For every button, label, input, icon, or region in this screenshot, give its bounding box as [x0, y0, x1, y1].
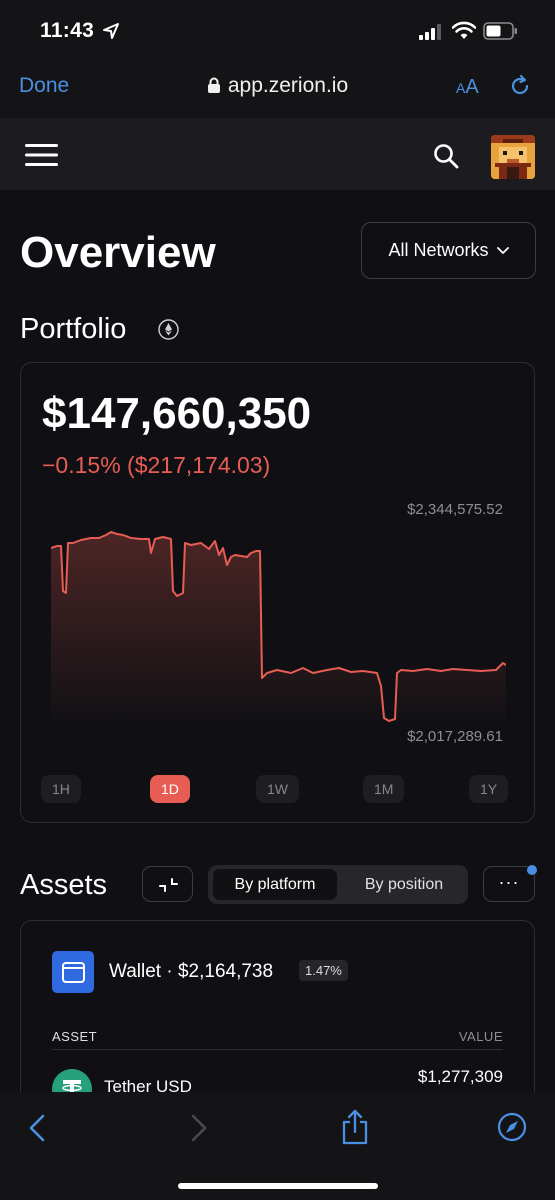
url-text: app.zerion.io [227, 74, 349, 97]
lock-icon [207, 77, 220, 93]
range-1h[interactable]: 1H [41, 775, 81, 803]
assets-heading: Assets [20, 869, 108, 901]
view-toggle: By platform By position [208, 865, 468, 904]
wifi-icon [452, 21, 476, 39]
chart-line [51, 531, 506, 722]
browser-address-bar: Done app.zerion.io AA [0, 58, 555, 118]
cellular-signal-icon [419, 24, 441, 40]
portfolio-card: $147,660,350 −0.15% ($217,174.03) $2,344… [20, 362, 535, 823]
range-1w[interactable]: 1W [256, 775, 299, 803]
divider [52, 1049, 503, 1050]
portfolio-heading: Portfolio [20, 313, 127, 345]
main-content: Overview All Networks Portfolio $147,660… [0, 190, 555, 1140]
share-icon[interactable] [340, 1109, 370, 1145]
toggle-by-platform[interactable]: By platform [213, 869, 337, 900]
notification-dot [527, 865, 537, 875]
back-icon[interactable] [26, 1113, 50, 1143]
reload-icon[interactable] [508, 74, 532, 98]
url-field[interactable]: app.zerion.io [0, 74, 555, 98]
chart-area [51, 532, 506, 728]
portfolio-change: −0.15% ($217,174.03) [42, 452, 271, 478]
battery-icon [483, 22, 517, 40]
page-title: Overview [20, 228, 216, 277]
wallet-icon [52, 951, 94, 993]
ethereum-icon[interactable] [158, 319, 179, 340]
hamburger-menu-icon[interactable] [25, 144, 58, 166]
range-1m[interactable]: 1M [363, 775, 405, 803]
collapse-icon [159, 878, 178, 892]
home-indicator [178, 1183, 378, 1189]
portfolio-value: $147,660,350 [42, 389, 312, 438]
more-options-button[interactable]: ··· [483, 866, 535, 902]
range-1d[interactable]: 1D [150, 775, 190, 803]
avatar[interactable] [491, 135, 535, 179]
chart-min-label: $2,017,289.61 [407, 728, 503, 745]
asset-value: $1,277,309 [417, 1067, 503, 1086]
forward-icon[interactable] [186, 1113, 210, 1143]
chevron-down-icon [496, 246, 509, 254]
portfolio-chart [51, 531, 506, 728]
wallet-label[interactable]: Wallet · $2,164,738 [109, 961, 274, 982]
search-icon[interactable] [433, 143, 459, 169]
location-arrow-icon [103, 23, 119, 39]
status-time: 11:43 [40, 19, 95, 42]
compass-icon[interactable] [497, 1112, 527, 1142]
range-1y[interactable]: 1Y [469, 775, 509, 803]
asset-name[interactable]: Tether USD [104, 1077, 192, 1096]
network-selector-label: All Networks [388, 240, 489, 260]
chart-max-label: $2,344,575.52 [407, 501, 503, 518]
column-header-asset: ASSET [52, 1029, 98, 1044]
status-bar: 11:43 [0, 0, 555, 58]
done-button[interactable]: Done [19, 74, 70, 97]
toggle-by-position[interactable]: By position [364, 876, 444, 893]
wallet-percent-badge: 1.47% [299, 960, 348, 981]
time-range-selector: 1H 1D 1W 1M 1Y [41, 775, 515, 803]
column-header-value: VALUE [458, 1029, 503, 1044]
collapse-button[interactable] [142, 866, 193, 902]
app-header [0, 118, 555, 190]
browser-toolbar [0, 1092, 555, 1200]
network-selector[interactable]: All Networks [361, 222, 536, 279]
text-size-button[interactable]: AA [456, 76, 479, 98]
